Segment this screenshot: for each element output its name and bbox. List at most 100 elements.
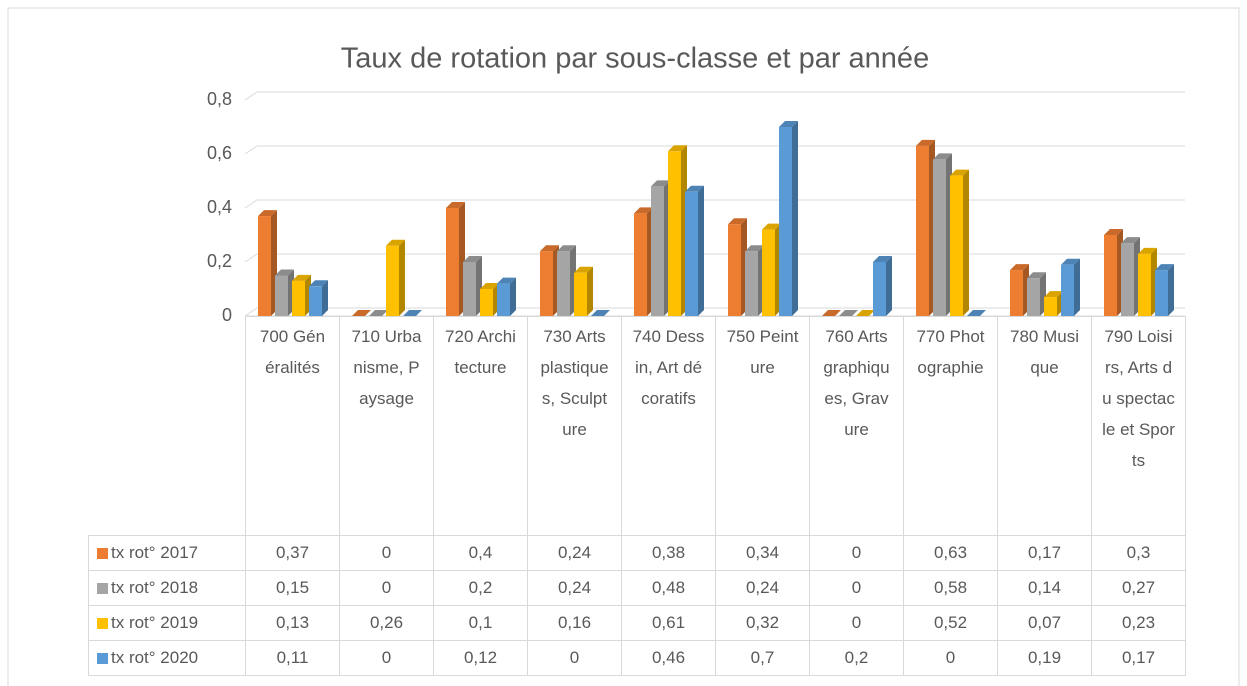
bar-top bbox=[822, 310, 841, 316]
bar bbox=[463, 262, 476, 316]
data-table-value: 0,61 bbox=[621, 605, 716, 641]
bar bbox=[1138, 253, 1151, 316]
category-label: 720 Architecture bbox=[433, 316, 528, 536]
bar-side bbox=[886, 256, 892, 316]
y-tick-label: 0,6 bbox=[207, 143, 232, 163]
data-table-value: 0 bbox=[809, 605, 904, 641]
bar bbox=[446, 208, 459, 316]
bar bbox=[275, 275, 288, 316]
data-table-value: 0 bbox=[809, 535, 904, 571]
bar-top bbox=[574, 266, 593, 273]
data-table-value: 0 bbox=[339, 570, 434, 606]
data-table-value: 0,24 bbox=[527, 570, 622, 606]
bar bbox=[651, 186, 664, 316]
bar bbox=[1121, 243, 1134, 316]
bar bbox=[574, 272, 587, 316]
bar bbox=[292, 280, 305, 316]
data-table-value: 0,24 bbox=[527, 535, 622, 571]
bar-top bbox=[1044, 291, 1063, 298]
bar bbox=[497, 283, 510, 316]
category-label: 760 Arts graphiques, Gravure bbox=[809, 316, 904, 536]
bar-side bbox=[510, 277, 516, 316]
bar-top bbox=[309, 280, 328, 287]
bar-top bbox=[950, 169, 969, 176]
data-table-value: 0,27 bbox=[1091, 570, 1186, 606]
data-table-value: 0 bbox=[527, 640, 622, 676]
bar bbox=[950, 175, 963, 316]
data-table-value: 0,13 bbox=[245, 605, 340, 641]
data-table-value: 0,12 bbox=[433, 640, 528, 676]
data-table-value: 0,52 bbox=[903, 605, 998, 641]
data-table-value: 0,11 bbox=[245, 640, 340, 676]
bar-top bbox=[557, 245, 576, 252]
bar bbox=[480, 289, 493, 316]
data-table-value: 0,46 bbox=[621, 640, 716, 676]
y-tick-label: 0,2 bbox=[207, 251, 232, 271]
data-table-value: 0,26 bbox=[339, 605, 434, 641]
bar-top bbox=[446, 202, 465, 208]
category-label: 710 Urbanisme, Paysage bbox=[339, 316, 434, 536]
data-table-value: 0,37 bbox=[245, 535, 340, 571]
bar-side bbox=[1074, 258, 1080, 316]
bar bbox=[557, 251, 570, 316]
bar bbox=[540, 251, 553, 316]
bar-side bbox=[322, 280, 328, 316]
bar-top bbox=[933, 153, 952, 160]
bar bbox=[1061, 264, 1074, 316]
bar-top bbox=[352, 310, 371, 316]
bar bbox=[933, 159, 946, 316]
bar-top bbox=[463, 256, 482, 262]
y-tick-label: 0 bbox=[222, 305, 232, 325]
data-table-value: 0,15 bbox=[245, 570, 340, 606]
bar bbox=[728, 224, 741, 316]
data-table-value: 0,16 bbox=[527, 605, 622, 641]
bar-top bbox=[745, 245, 764, 252]
legend-label: tx rot° 2020 bbox=[111, 648, 199, 667]
data-table-value: 0 bbox=[809, 570, 904, 606]
bar bbox=[779, 127, 792, 316]
category-label: 700 Généralités bbox=[245, 316, 340, 536]
bar bbox=[1027, 278, 1040, 316]
bar-top bbox=[873, 256, 892, 262]
y-tick-label: 0,8 bbox=[207, 89, 232, 109]
bar bbox=[873, 262, 886, 316]
bar bbox=[1155, 270, 1168, 316]
bar-side bbox=[399, 239, 405, 316]
bar bbox=[1104, 235, 1117, 316]
chart-title: Taux de rotation par sous-classe et par … bbox=[341, 43, 929, 75]
legend-key bbox=[97, 653, 108, 664]
data-table-value: 0,17 bbox=[997, 535, 1092, 571]
bar-top bbox=[856, 310, 875, 316]
data-table-value: 0,3 bbox=[1091, 535, 1186, 571]
data-table-value: 0,7 bbox=[715, 640, 810, 676]
bar-top bbox=[779, 121, 798, 127]
bar-top bbox=[540, 245, 559, 252]
bar-side bbox=[587, 266, 593, 316]
bar-top bbox=[403, 310, 422, 316]
bar-top bbox=[386, 239, 405, 246]
bar bbox=[258, 216, 271, 316]
bar bbox=[1010, 270, 1023, 316]
data-table-value: 0,48 bbox=[621, 570, 716, 606]
bar-top bbox=[292, 274, 311, 281]
legend-key bbox=[97, 583, 108, 594]
legend-label: tx rot° 2019 bbox=[111, 613, 199, 632]
data-table-value: 0,38 bbox=[621, 535, 716, 571]
data-table-value: 0,07 bbox=[997, 605, 1092, 641]
legend-label: tx rot° 2018 bbox=[111, 578, 199, 597]
data-table-value: 0,14 bbox=[997, 570, 1092, 606]
bar-top bbox=[1027, 272, 1046, 279]
bar-top bbox=[728, 218, 747, 225]
bar-top bbox=[591, 310, 610, 316]
data-table-value: 0 bbox=[339, 535, 434, 571]
bar bbox=[916, 145, 929, 316]
bar bbox=[668, 151, 681, 316]
legend-cell: tx rot° 2018 bbox=[88, 570, 246, 606]
data-table-value: 0 bbox=[339, 640, 434, 676]
grid-line bbox=[244, 253, 1185, 263]
bar-top bbox=[1010, 264, 1029, 271]
bar-top bbox=[275, 269, 294, 276]
category-label: 740 Dessin, Art décoratifs bbox=[621, 316, 716, 536]
bar bbox=[745, 251, 758, 316]
